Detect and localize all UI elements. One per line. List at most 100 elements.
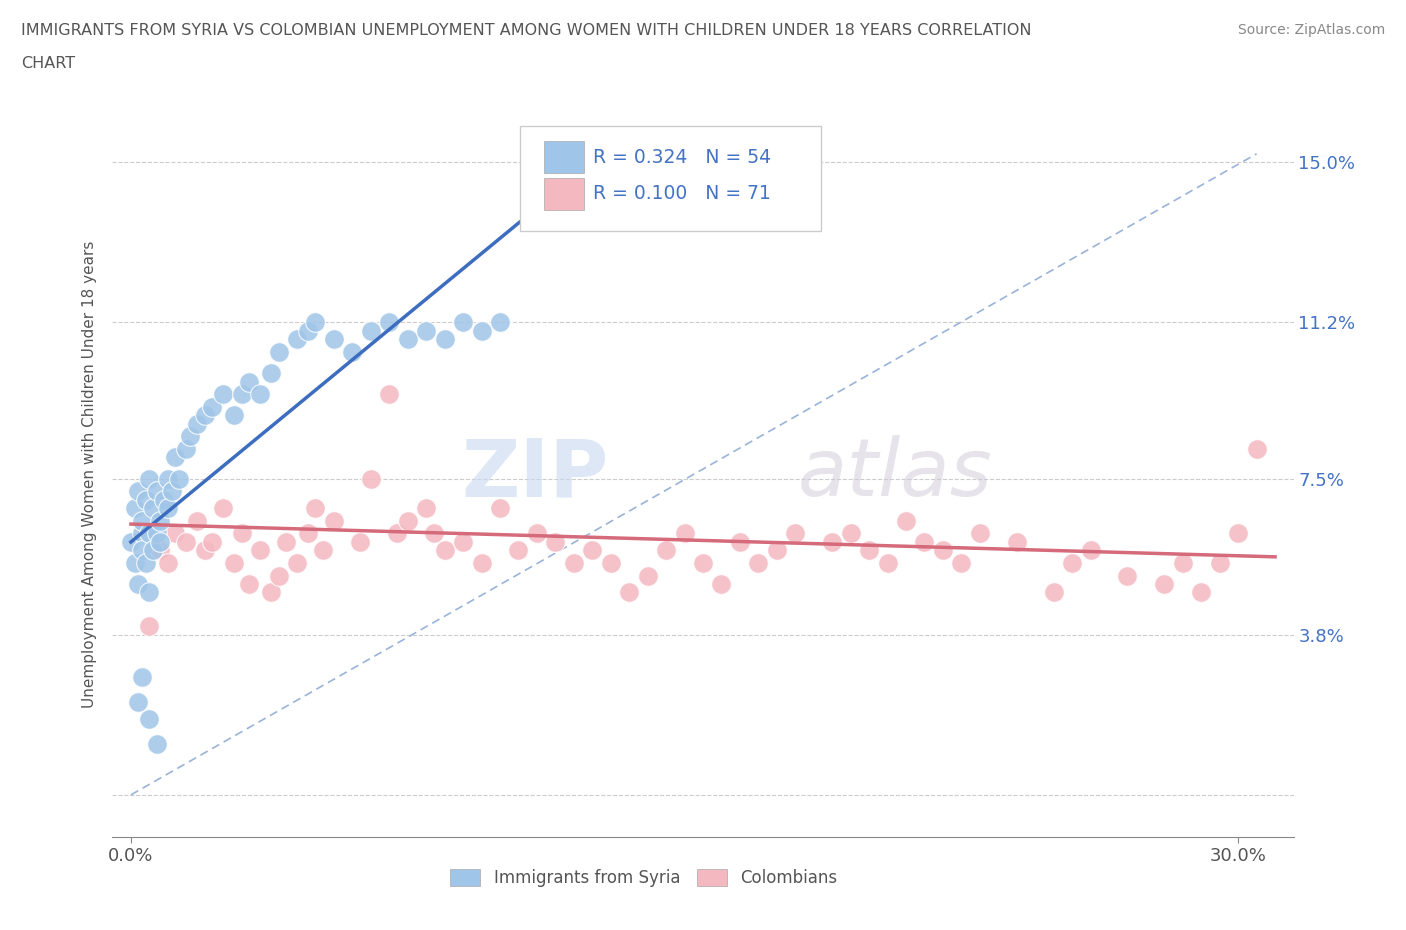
- Immigrants from Syria: [138, 525, 160, 540]
- Immigrants from Syria: [131, 525, 153, 540]
- Immigrants from Syria: [342, 344, 364, 359]
- Colombians: [1005, 535, 1028, 550]
- Immigrants from Syria: [146, 737, 169, 751]
- Colombians: [297, 525, 319, 540]
- Immigrants from Syria: [378, 315, 401, 330]
- Immigrants from Syria: [127, 484, 149, 498]
- Immigrants from Syria: [174, 442, 197, 457]
- Immigrants from Syria: [212, 387, 235, 402]
- Text: Source: ZipAtlas.com: Source: ZipAtlas.com: [1237, 23, 1385, 37]
- Text: CHART: CHART: [21, 56, 75, 71]
- Immigrants from Syria: [224, 408, 246, 423]
- Colombians: [914, 535, 936, 550]
- Colombians: [433, 543, 456, 558]
- Colombians: [599, 555, 621, 570]
- Colombians: [876, 555, 898, 570]
- Immigrants from Syria: [156, 500, 179, 515]
- Colombians: [1042, 585, 1064, 600]
- FancyBboxPatch shape: [544, 141, 583, 173]
- Immigrants from Syria: [249, 387, 271, 402]
- Colombians: [260, 585, 283, 600]
- Colombians: [1062, 555, 1084, 570]
- Colombians: [165, 525, 187, 540]
- Colombians: [637, 568, 659, 583]
- Immigrants from Syria: [135, 492, 157, 507]
- Immigrants from Syria: [167, 472, 190, 486]
- Immigrants from Syria: [142, 500, 165, 515]
- Immigrants from Syria: [124, 555, 146, 570]
- Text: R = 0.100   N = 71: R = 0.100 N = 71: [593, 184, 770, 203]
- Colombians: [323, 513, 346, 528]
- Immigrants from Syria: [471, 324, 494, 339]
- Colombians: [138, 618, 160, 633]
- Text: IMMIGRANTS FROM SYRIA VS COLOMBIAN UNEMPLOYMENT AMONG WOMEN WITH CHILDREN UNDER : IMMIGRANTS FROM SYRIA VS COLOMBIAN UNEMP…: [21, 23, 1032, 38]
- Colombians: [655, 543, 678, 558]
- Colombians: [471, 555, 494, 570]
- Colombians: [415, 500, 437, 515]
- Immigrants from Syria: [146, 484, 169, 498]
- Legend: Immigrants from Syria, Colombians: Immigrants from Syria, Colombians: [444, 862, 844, 894]
- Colombians: [312, 543, 335, 558]
- Immigrants from Syria: [489, 315, 512, 330]
- Immigrants from Syria: [135, 555, 157, 570]
- Colombians: [932, 543, 955, 558]
- Colombians: [969, 525, 991, 540]
- Colombians: [385, 525, 408, 540]
- Colombians: [238, 577, 260, 591]
- Colombians: [821, 535, 844, 550]
- Immigrants from Syria: [260, 365, 283, 380]
- Colombians: [304, 500, 326, 515]
- Colombians: [194, 543, 217, 558]
- Colombians: [186, 513, 208, 528]
- Colombians: [489, 500, 512, 515]
- Colombians: [673, 525, 696, 540]
- Colombians: [1080, 543, 1102, 558]
- Text: atlas: atlas: [797, 435, 993, 513]
- Colombians: [765, 543, 787, 558]
- Colombians: [1208, 555, 1232, 570]
- Colombians: [285, 555, 308, 570]
- Colombians: [422, 525, 444, 540]
- Colombians: [858, 543, 880, 558]
- Colombians: [201, 535, 224, 550]
- Text: ZIP: ZIP: [461, 435, 609, 513]
- Colombians: [1171, 555, 1194, 570]
- Colombians: [231, 525, 253, 540]
- Colombians: [1116, 568, 1139, 583]
- Colombians: [396, 513, 419, 528]
- Immigrants from Syria: [138, 585, 160, 600]
- Colombians: [349, 535, 371, 550]
- Immigrants from Syria: [323, 332, 346, 347]
- Immigrants from Syria: [297, 324, 319, 339]
- Text: R = 0.324   N = 54: R = 0.324 N = 54: [593, 148, 772, 166]
- Colombians: [249, 543, 271, 558]
- Immigrants from Syria: [304, 315, 326, 330]
- Immigrants from Syria: [149, 513, 172, 528]
- Colombians: [692, 555, 714, 570]
- Immigrants from Syria: [131, 513, 153, 528]
- Immigrants from Syria: [131, 670, 153, 684]
- Immigrants from Syria: [142, 543, 165, 558]
- Colombians: [839, 525, 862, 540]
- Immigrants from Syria: [194, 408, 217, 423]
- Colombians: [950, 555, 973, 570]
- Immigrants from Syria: [201, 399, 224, 414]
- Immigrants from Syria: [160, 484, 183, 498]
- Colombians: [785, 525, 807, 540]
- Colombians: [1227, 525, 1250, 540]
- Immigrants from Syria: [360, 324, 382, 339]
- Colombians: [212, 500, 235, 515]
- Immigrants from Syria: [186, 417, 208, 432]
- Colombians: [544, 535, 567, 550]
- Colombians: [1153, 577, 1175, 591]
- FancyBboxPatch shape: [520, 126, 821, 232]
- Y-axis label: Unemployment Among Women with Children Under 18 years: Unemployment Among Women with Children U…: [82, 241, 97, 708]
- Immigrants from Syria: [165, 450, 187, 465]
- Colombians: [1189, 585, 1212, 600]
- Colombians: [451, 535, 474, 550]
- Colombians: [378, 387, 401, 402]
- Immigrants from Syria: [120, 535, 142, 550]
- Immigrants from Syria: [131, 543, 153, 558]
- Immigrants from Syria: [127, 577, 149, 591]
- Immigrants from Syria: [138, 472, 160, 486]
